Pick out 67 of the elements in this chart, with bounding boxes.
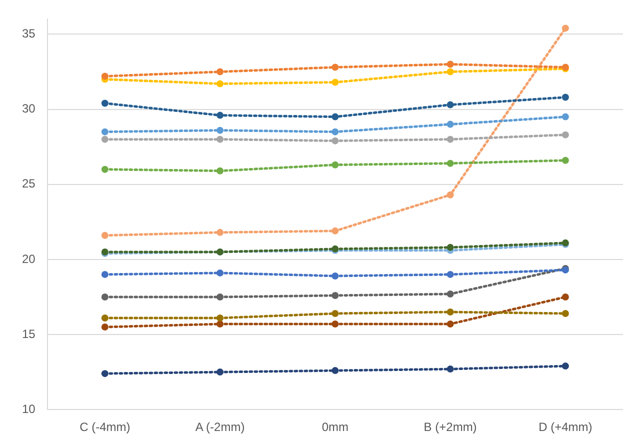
point bbox=[101, 314, 108, 322]
point bbox=[332, 161, 339, 168]
point bbox=[332, 78, 339, 86]
y-tick-label: 25 bbox=[22, 176, 36, 191]
point bbox=[562, 156, 569, 164]
point bbox=[562, 362, 569, 370]
point bbox=[101, 232, 108, 239]
point bbox=[101, 370, 108, 378]
point bbox=[562, 24, 569, 32]
point bbox=[562, 94, 569, 101]
point bbox=[216, 228, 224, 236]
point bbox=[446, 308, 454, 316]
point bbox=[332, 113, 339, 120]
point bbox=[216, 269, 224, 276]
x-tick-label: D (+4mm) bbox=[538, 420, 592, 434]
point bbox=[446, 191, 454, 198]
point bbox=[101, 324, 108, 331]
point bbox=[332, 310, 339, 317]
point bbox=[446, 270, 454, 278]
point bbox=[562, 310, 569, 317]
point bbox=[446, 60, 454, 68]
y-tick-label: 20 bbox=[22, 252, 36, 266]
point bbox=[332, 64, 339, 71]
point bbox=[101, 270, 108, 278]
y-tick-label: 15 bbox=[22, 326, 36, 341]
point bbox=[332, 292, 339, 299]
y-tick-label: 30 bbox=[22, 102, 36, 116]
point bbox=[562, 293, 569, 300]
point bbox=[446, 120, 454, 128]
point bbox=[446, 244, 454, 251]
point bbox=[216, 167, 224, 174]
x-tick-label: 0mm bbox=[322, 420, 349, 434]
point bbox=[332, 272, 339, 280]
point bbox=[101, 166, 108, 173]
point bbox=[216, 68, 224, 76]
x-tick-label: C (-4mm) bbox=[80, 420, 130, 434]
point bbox=[332, 367, 339, 374]
point bbox=[216, 126, 224, 134]
point bbox=[216, 293, 224, 300]
point bbox=[101, 136, 108, 143]
point bbox=[446, 101, 454, 108]
point bbox=[446, 136, 454, 143]
y-tick-label: 10 bbox=[22, 402, 36, 416]
point bbox=[332, 320, 339, 328]
point bbox=[216, 320, 224, 328]
point bbox=[562, 131, 569, 138]
point bbox=[446, 160, 454, 167]
point bbox=[446, 366, 454, 373]
point bbox=[216, 368, 224, 376]
point bbox=[216, 314, 224, 322]
x-tick-label: B (+2mm) bbox=[424, 420, 477, 434]
point bbox=[332, 128, 339, 136]
point bbox=[101, 128, 108, 136]
point bbox=[446, 320, 454, 328]
point bbox=[101, 72, 108, 80]
x-tick-label: A (-2mm) bbox=[195, 420, 245, 434]
point bbox=[446, 290, 454, 298]
point bbox=[101, 293, 108, 300]
point bbox=[446, 68, 454, 76]
y-tick-label: 35 bbox=[22, 26, 36, 41]
point bbox=[332, 227, 339, 234]
point bbox=[216, 112, 224, 119]
point bbox=[332, 137, 339, 144]
point bbox=[562, 113, 569, 120]
point bbox=[216, 136, 224, 143]
point bbox=[216, 80, 224, 88]
point bbox=[101, 100, 108, 107]
